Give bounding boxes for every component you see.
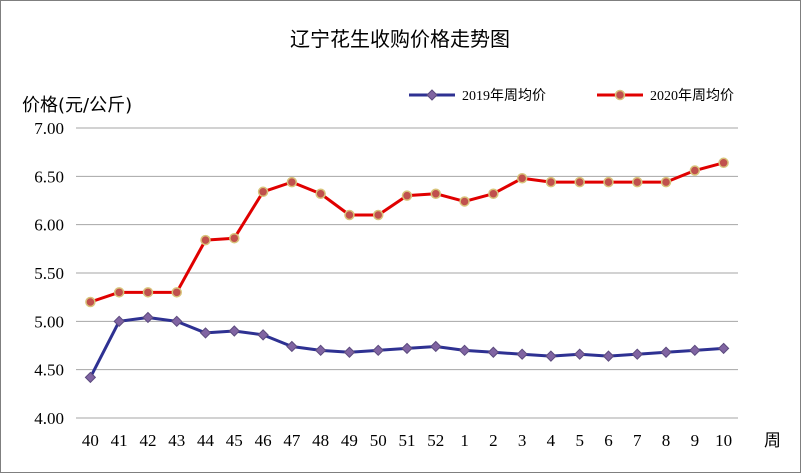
data-point bbox=[171, 287, 182, 298]
data-point bbox=[545, 350, 557, 362]
legend-label: 2020年周均价 bbox=[650, 88, 734, 104]
x-tick-label: 5 bbox=[575, 431, 584, 450]
data-point bbox=[430, 340, 442, 353]
series-group bbox=[84, 157, 730, 384]
data-point bbox=[401, 342, 413, 355]
series-line bbox=[89, 161, 724, 304]
x-tick-label: 10 bbox=[715, 431, 732, 450]
data-point bbox=[84, 371, 97, 384]
legend-marker bbox=[426, 89, 438, 101]
data-point bbox=[286, 176, 298, 188]
data-point bbox=[660, 346, 672, 358]
x-tick-label: 42 bbox=[139, 431, 156, 450]
y-tick-label: 6.50 bbox=[34, 167, 64, 186]
data-point bbox=[257, 329, 269, 341]
legend-marker bbox=[614, 89, 626, 101]
data-point bbox=[200, 234, 211, 246]
data-point bbox=[257, 186, 269, 198]
y-tick-label: 5.50 bbox=[34, 264, 64, 283]
x-axis-ticks: 40 41 42 43 44 45 46 47 48 49 50 51 52 1 2 3 4 5 6 7 8 9 10 bbox=[82, 431, 732, 450]
data-point bbox=[488, 188, 499, 199]
data-point bbox=[516, 173, 528, 184]
x-tick-label: 6 bbox=[604, 431, 613, 450]
data-point bbox=[142, 311, 154, 324]
data-point bbox=[286, 340, 298, 353]
data-point bbox=[343, 346, 356, 358]
data-point bbox=[632, 176, 643, 188]
data-point bbox=[401, 190, 413, 201]
data-point bbox=[689, 344, 701, 357]
data-point bbox=[516, 348, 528, 360]
x-tick-label: 45 bbox=[226, 431, 243, 450]
x-tick-label: 49 bbox=[341, 431, 358, 450]
data-point bbox=[229, 232, 240, 244]
data-point bbox=[199, 327, 212, 339]
data-point bbox=[315, 188, 326, 199]
data-point bbox=[660, 176, 672, 188]
data-point bbox=[113, 287, 125, 298]
x-tick-label: 3 bbox=[518, 431, 527, 450]
data-point bbox=[228, 325, 241, 337]
data-point bbox=[372, 209, 384, 221]
y-tick-label: 4.00 bbox=[34, 409, 64, 428]
data-point bbox=[430, 188, 442, 199]
x-tick-label: 41 bbox=[111, 431, 128, 450]
legend-label: 2019年周均价 bbox=[462, 88, 546, 104]
data-point bbox=[314, 344, 327, 357]
data-point bbox=[142, 287, 154, 298]
data-point bbox=[171, 315, 183, 328]
data-point bbox=[344, 209, 355, 221]
y-axis-ticks: 4.00 4.50 5.00 5.50 6.00 6.50 7.00 bbox=[34, 119, 64, 428]
data-point bbox=[85, 296, 96, 308]
x-tick-label: 43 bbox=[168, 431, 185, 450]
data-point bbox=[113, 315, 125, 328]
x-tick-label: 4 bbox=[547, 431, 556, 450]
x-tick-label: 47 bbox=[283, 431, 301, 450]
data-point bbox=[631, 348, 643, 360]
data-point bbox=[603, 176, 614, 188]
legend-item-1: 2019年周均价 bbox=[409, 88, 546, 104]
series-2 bbox=[85, 157, 729, 308]
x-tick-label: 2 bbox=[489, 431, 498, 450]
gridlines bbox=[76, 127, 738, 419]
data-point bbox=[717, 342, 730, 355]
data-point bbox=[458, 344, 471, 357]
legend: 2019年周均价 2020年周均价 bbox=[409, 88, 734, 104]
data-point bbox=[459, 196, 470, 207]
x-axis-label: 周 bbox=[764, 431, 781, 450]
y-axis-label: 价格(元/公斤) bbox=[22, 95, 132, 116]
x-tick-label: 50 bbox=[370, 431, 387, 450]
x-tick-label: 9 bbox=[691, 431, 700, 450]
y-tick-label: 5.00 bbox=[34, 312, 64, 331]
data-point bbox=[545, 176, 557, 188]
data-point bbox=[372, 344, 384, 357]
legend-item-2: 2020年周均价 bbox=[597, 88, 734, 104]
x-tick-label: 40 bbox=[82, 431, 99, 450]
x-tick-label: 1 bbox=[460, 431, 469, 450]
data-point bbox=[602, 350, 615, 362]
data-point bbox=[718, 157, 729, 169]
series-1 bbox=[84, 311, 730, 384]
y-tick-label: 7.00 bbox=[34, 119, 64, 138]
x-tick-label: 52 bbox=[427, 431, 444, 450]
x-tick-label: 44 bbox=[197, 431, 215, 450]
chart-title: 辽宁花生收购价格走势图 bbox=[290, 27, 510, 51]
data-point bbox=[573, 348, 586, 360]
data-point bbox=[689, 165, 701, 176]
x-tick-label: 48 bbox=[312, 431, 329, 450]
y-tick-label: 6.00 bbox=[34, 216, 64, 235]
x-tick-label: 46 bbox=[255, 431, 272, 450]
data-point bbox=[487, 346, 500, 358]
x-tick-label: 7 bbox=[633, 431, 642, 450]
x-tick-label: 8 bbox=[662, 431, 671, 450]
data-point bbox=[574, 176, 585, 188]
x-tick-label: 51 bbox=[399, 431, 416, 450]
y-tick-label: 4.50 bbox=[34, 361, 64, 380]
